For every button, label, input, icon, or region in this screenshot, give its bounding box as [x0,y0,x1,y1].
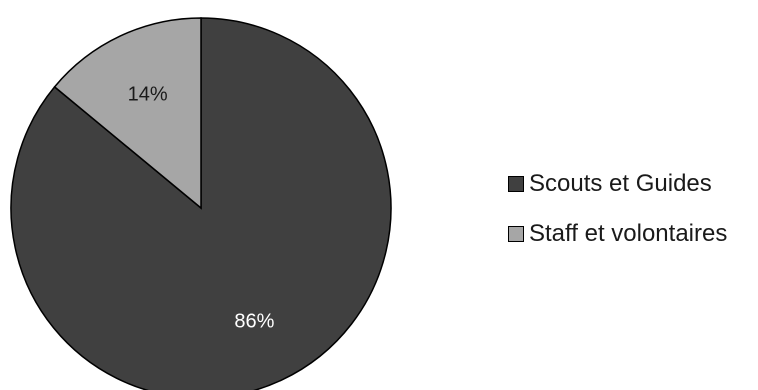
legend-label-scouts: Scouts et Guides [529,169,712,197]
legend-item-staff: Staff et volontaires [508,218,727,249]
data-label-scouts: 86% [234,310,274,332]
legend-label-staff: Staff et volontaires [529,219,728,247]
pie-slice-staff [53,17,202,210]
legend-swatch-staff [508,225,524,242]
chart-legend: Scouts et Guides Staff et volontaires [508,168,727,268]
legend-swatch-scouts [508,175,524,192]
data-label-staff: 14% [128,84,168,106]
legend-item-scouts: Scouts et Guides [508,168,727,199]
